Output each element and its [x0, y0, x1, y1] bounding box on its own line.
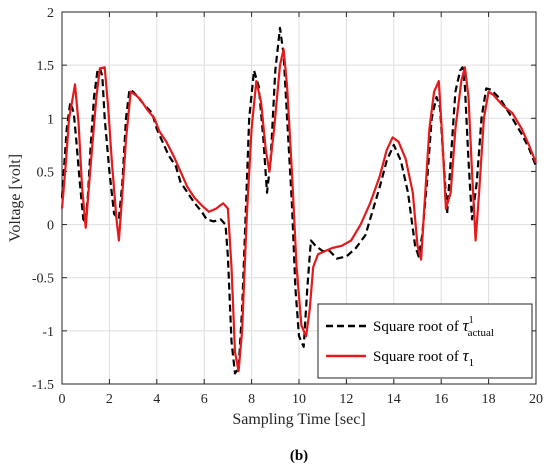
y-axis-title: Voltage [volt] — [7, 154, 24, 242]
x-tick-label: 6 — [201, 392, 208, 407]
y-tick-label: 0 — [47, 219, 54, 234]
legend-label-actual: Square root of τ1 actual — [373, 315, 494, 339]
y-tick-label: -1 — [42, 325, 54, 340]
x-tick-label: 18 — [482, 392, 496, 407]
x-tick-label: 2 — [106, 392, 113, 407]
legend-prefix-actual: Square root of — [373, 319, 463, 335]
x-tick-label: 20 — [529, 392, 543, 407]
figure-caption: (b) — [290, 448, 308, 464]
legend: Square root of τ1 actual Square root of τ… — [317, 303, 533, 379]
y-tick-label: 0.5 — [37, 165, 55, 180]
y-tick-label: -1.5 — [32, 378, 54, 393]
y-tick-label: 1 — [47, 112, 54, 127]
x-tick-label: 4 — [153, 392, 160, 407]
y-tick-label: 2 — [47, 6, 54, 21]
legend-symbol-actual: τ — [463, 316, 470, 335]
legend-prefix-estimated: Square root of — [373, 349, 463, 365]
axis-ticks: 0 2 4 6 8 10 12 14 16 18 20 -1.5 -1 -0.5 0 0.5 1 1.5 2 — [32, 6, 543, 407]
x-tick-label: 12 — [339, 392, 353, 407]
legend-sub-estimated: 1 — [469, 357, 475, 369]
y-tick-label: 1.5 — [37, 59, 55, 74]
legend-sub-actual: actual — [468, 327, 494, 339]
x-axis-title: Sampling Time [sec] — [232, 411, 365, 428]
legend-sup-actual: 1 — [469, 315, 474, 326]
x-tick-label: 8 — [248, 392, 255, 407]
x-tick-label: 10 — [292, 392, 306, 407]
legend-symbol-estimated: τ — [463, 346, 470, 365]
x-tick-label: 0 — [59, 392, 66, 407]
x-tick-label: 14 — [387, 392, 401, 407]
series-line-estimated — [60, 48, 538, 373]
series-layer — [60, 26, 538, 375]
y-tick-label: -0.5 — [32, 272, 54, 287]
x-tick-label: 16 — [434, 392, 448, 407]
legend-label-estimated: Square root of τ1 — [373, 346, 474, 369]
legend-box — [317, 303, 533, 379]
